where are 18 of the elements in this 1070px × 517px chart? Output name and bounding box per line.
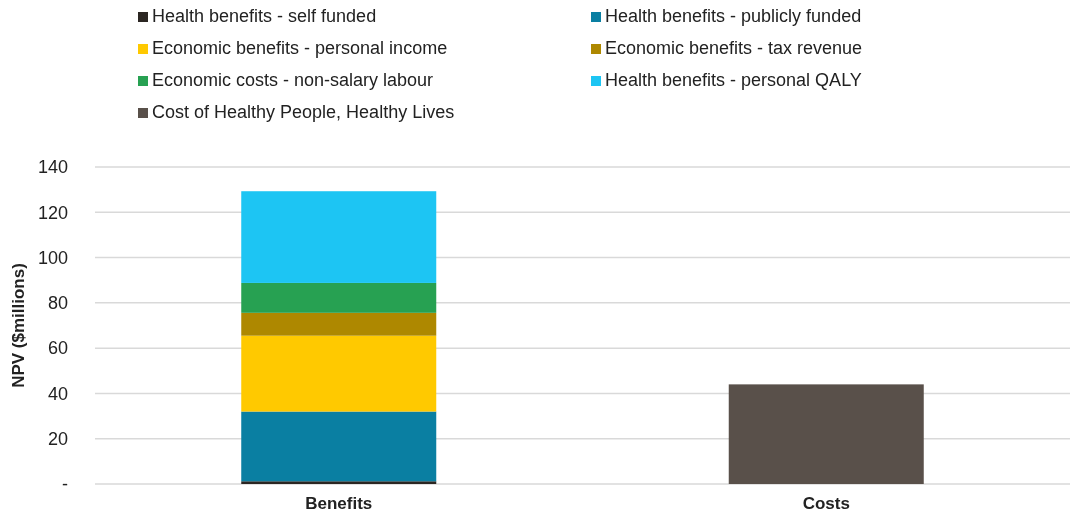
y-tick-label: 120: [37, 202, 68, 223]
y-tick-label: 80: [47, 293, 68, 314]
legend-label: Economic costs - non-salary labour: [152, 70, 434, 90]
y-axis-title: NPV ($millions): [9, 263, 28, 388]
y-tick-label: -: [62, 474, 68, 495]
y-tick-label: 60: [47, 338, 68, 359]
y-tick-label: 40: [47, 383, 68, 404]
legend-label: Economic benefits - personal income: [152, 38, 448, 58]
x-tick-label: Benefits: [305, 494, 373, 513]
y-tick-label: 100: [37, 247, 68, 268]
legend-label: Health benefits - publicly funded: [605, 6, 862, 26]
legend-label: Health benefits - personal QALY: [605, 70, 862, 90]
legend-label: Health benefits - self funded: [152, 6, 377, 26]
legend-label: Cost of Healthy People, Healthy Lives: [152, 102, 455, 122]
y-tick-label: 140: [37, 157, 68, 178]
legend-label: Economic benefits - tax revenue: [605, 38, 863, 58]
y-tick-label: 20: [47, 429, 68, 450]
x-tick-label: Costs: [802, 494, 850, 513]
